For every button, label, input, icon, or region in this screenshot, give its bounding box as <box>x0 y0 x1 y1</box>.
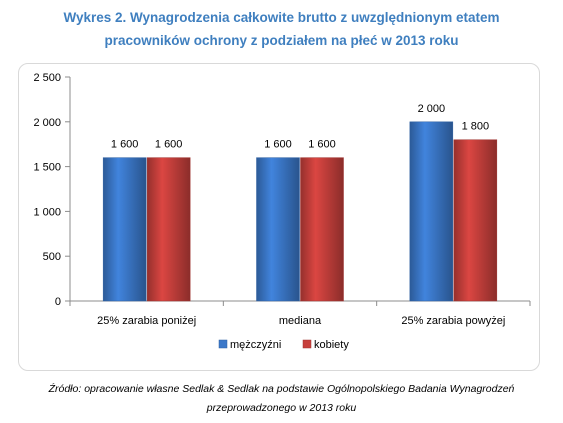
y-tick-label: 2 000 <box>33 117 61 129</box>
bar-men <box>409 121 454 302</box>
data-label: 1 600 <box>308 139 336 151</box>
x-tick-label: 25% zarabia poniżej <box>97 315 196 327</box>
source-note-line-1: Źródło: opracowanie własne Sedlak & Sedl… <box>48 383 515 395</box>
y-tick-label: 1 500 <box>33 162 61 174</box>
bar-women <box>146 157 191 302</box>
chart-title-line-2: pracowników ochrony z podziałem na płeć … <box>104 33 459 48</box>
data-label: 1 600 <box>264 139 292 151</box>
source-note-line-2: przeprowadzonego w 2013 roku <box>206 402 357 414</box>
bar-women <box>300 157 344 302</box>
y-tick-label: 500 <box>43 251 61 263</box>
source-note: Źródło: opracowanie własne Sedlak & Sedl… <box>0 380 563 418</box>
x-tick-label: mediana <box>279 315 322 327</box>
x-tick-label: 25% zarabia powyżej <box>401 315 505 327</box>
chart-title-line-1: Wykres 2. Wynagrodzenia całkowite brutto… <box>63 10 500 25</box>
legend-label: mężczyźni <box>230 339 281 351</box>
legend-label: kobiety <box>314 339 349 351</box>
bar-chart: 0 500 1 000 1 500 2 000 2 500 1 600 1 600 25% za… <box>33 72 531 351</box>
bar-men <box>102 157 147 302</box>
y-tick-label: 1 000 <box>33 206 61 218</box>
legend-swatch <box>218 339 228 349</box>
data-label: 1 600 <box>111 139 139 151</box>
y-tick-label: 2 500 <box>33 72 61 84</box>
data-label: 2 000 <box>418 103 446 115</box>
y-tick-label: 0 <box>55 296 61 308</box>
bar-men <box>256 157 300 302</box>
data-label: 1 800 <box>462 121 490 133</box>
bar-women <box>453 139 498 302</box>
chart-title: Wykres 2. Wynagrodzenia całkowite brutto… <box>0 6 563 52</box>
legend-swatch <box>302 339 312 349</box>
data-label: 1 600 <box>155 139 183 151</box>
